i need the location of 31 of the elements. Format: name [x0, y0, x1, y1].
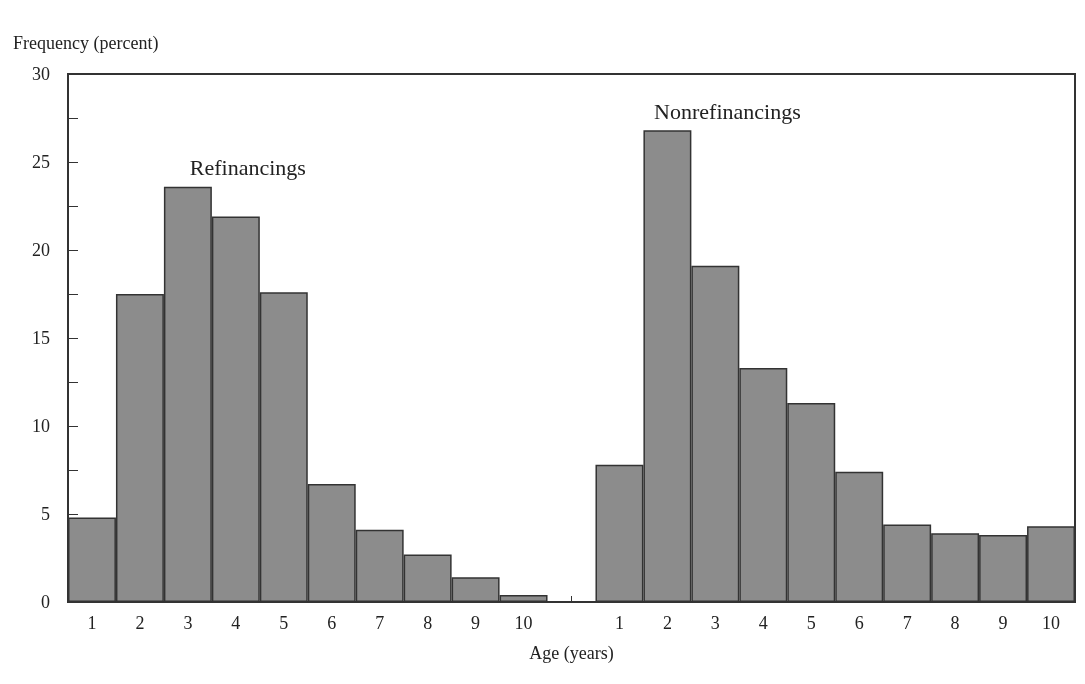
x-tick-label: 8	[423, 613, 433, 633]
x-tick-label: 6	[327, 613, 337, 633]
x-tick-label: 3	[183, 613, 193, 633]
y-tick-label: 0	[41, 592, 50, 612]
x-tick-label: 9	[471, 613, 481, 633]
x-tick-label: 10	[1042, 613, 1061, 633]
x-tick-label: 6	[854, 613, 864, 633]
x-tick-label: 10	[514, 613, 533, 633]
x-tick-label: 5	[806, 613, 816, 633]
x-tick-label: 4	[758, 613, 768, 633]
x-tick-label: 5	[279, 613, 289, 633]
y-tick-label: 30	[32, 64, 50, 84]
x-tick-label: 4	[231, 613, 241, 633]
y-tick-label: 15	[32, 328, 50, 348]
x-tick-label: 1	[614, 613, 624, 633]
series-label: Nonrefinancings	[654, 98, 801, 124]
x-tick-label: 8	[950, 613, 960, 633]
x-axis-title: Age (years)	[529, 643, 614, 664]
series-label: Refinancings	[189, 155, 306, 181]
x-tick-label: 7	[375, 613, 385, 633]
x-tick-label: 3	[710, 613, 720, 633]
y-tick-label: 20	[32, 240, 50, 260]
y-tick-label: 5	[41, 504, 50, 524]
x-tick-label: 7	[902, 613, 912, 633]
x-tick-label: 1	[87, 613, 97, 633]
y-tick-label: 25	[32, 152, 50, 172]
y-axis-title: Frequency (percent)	[13, 33, 159, 54]
x-tick-label: 9	[998, 613, 1008, 633]
x-tick-label: 2	[662, 613, 672, 633]
y-tick-label: 10	[32, 416, 50, 436]
x-tick-label: 2	[135, 613, 145, 633]
